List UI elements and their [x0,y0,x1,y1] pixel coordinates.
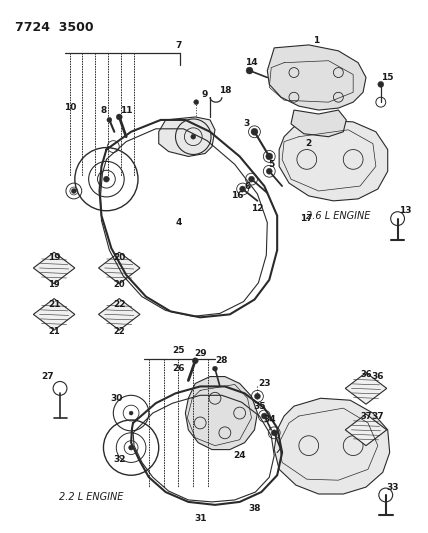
Circle shape [240,186,246,192]
Circle shape [266,168,272,174]
Text: 20: 20 [113,280,125,289]
Text: 28: 28 [216,356,228,365]
Text: 10: 10 [64,102,76,111]
Text: 22: 22 [113,327,125,336]
Polygon shape [33,252,75,284]
Circle shape [129,411,133,415]
Circle shape [246,67,253,74]
Circle shape [192,358,198,364]
Text: 2.6 L ENGINE: 2.6 L ENGINE [306,211,371,221]
Circle shape [251,128,258,135]
Circle shape [255,393,260,399]
Circle shape [271,430,277,436]
Text: 26: 26 [172,364,185,373]
Polygon shape [98,298,140,330]
Text: 36: 36 [372,372,384,381]
Text: 30: 30 [110,394,122,403]
Text: 11: 11 [120,106,132,115]
Text: 23: 23 [258,379,270,388]
Text: 24: 24 [233,451,246,460]
Text: 27: 27 [41,372,54,381]
Text: 35: 35 [253,402,266,410]
Text: 21: 21 [48,300,60,309]
Text: 32: 32 [113,455,125,464]
Polygon shape [291,110,346,136]
Text: 37: 37 [360,411,372,421]
Text: 16: 16 [232,191,244,200]
Text: 19: 19 [48,253,60,262]
Polygon shape [98,252,140,284]
Text: 34: 34 [263,416,276,424]
Polygon shape [185,376,257,450]
Circle shape [194,100,199,104]
Text: 18: 18 [219,86,231,95]
Text: 7724  3500: 7724 3500 [15,21,93,34]
Text: 9: 9 [202,90,208,99]
Circle shape [129,445,134,450]
Text: 33: 33 [386,482,399,491]
Text: 37: 37 [372,411,384,421]
Text: 8: 8 [100,106,107,115]
Circle shape [266,153,273,160]
Circle shape [213,366,217,371]
Polygon shape [345,414,387,446]
Text: 7: 7 [175,42,181,51]
Text: 25: 25 [172,346,185,356]
Polygon shape [268,45,366,110]
Text: 12: 12 [251,204,264,213]
Text: 13: 13 [399,206,412,215]
Text: 2.2 L ENGINE: 2.2 L ENGINE [59,492,124,502]
Text: 14: 14 [245,58,258,67]
Text: 1: 1 [314,36,320,45]
Text: 21: 21 [48,327,60,336]
Text: 38: 38 [248,504,261,513]
Text: 20: 20 [113,253,125,262]
Text: 15: 15 [381,73,394,82]
Text: 36: 36 [360,370,372,379]
Text: 17: 17 [300,214,313,223]
Text: 6: 6 [244,182,251,191]
Circle shape [262,413,268,419]
Text: 31: 31 [194,514,206,523]
Polygon shape [159,117,215,157]
Text: 5: 5 [268,160,274,169]
Circle shape [191,134,196,139]
Text: 19: 19 [48,280,60,289]
Text: 22: 22 [113,300,125,309]
Circle shape [116,114,122,120]
Circle shape [71,189,76,193]
Text: 3: 3 [244,119,250,128]
Text: 29: 29 [194,349,206,358]
Circle shape [104,176,110,182]
Text: 4: 4 [175,218,181,227]
Polygon shape [345,373,387,404]
Text: 2: 2 [306,139,312,148]
Circle shape [249,176,255,182]
Circle shape [378,82,384,87]
Polygon shape [274,398,389,494]
Circle shape [107,117,112,123]
Polygon shape [279,120,388,201]
Polygon shape [33,298,75,330]
